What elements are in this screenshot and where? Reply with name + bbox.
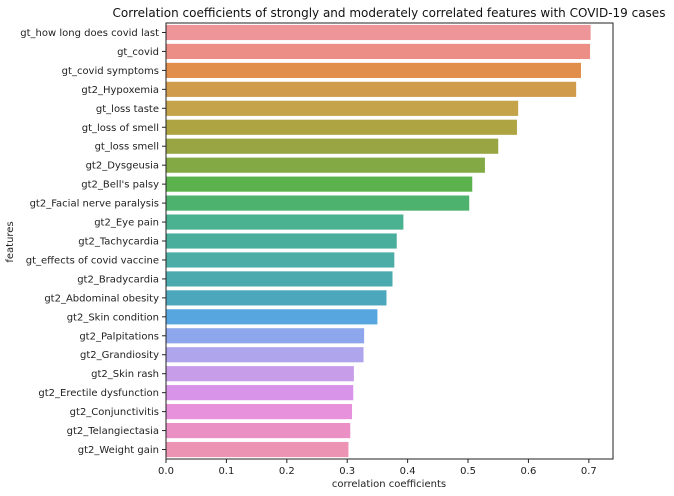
bar-1 [166, 43, 591, 60]
y-tick-label-4: gt_loss taste [96, 104, 159, 115]
x-tick-label-5: 0.5 [460, 466, 476, 477]
y-tick-label-6: gt_loss smell [95, 142, 159, 153]
y-tick-label-2: gt_covid symptoms [62, 66, 159, 77]
y-tick-label-8: gt2_Bell's palsy [81, 180, 159, 191]
y-tick-label-12: gt_effects of covid vaccine [26, 255, 159, 266]
x-tick-label-7: 0.7 [581, 466, 597, 477]
bar-19 [166, 385, 354, 401]
bar-9 [166, 195, 470, 211]
chart-title: Correlation coefficients of strongly and… [113, 6, 666, 20]
y-tick-label-10: gt2_Eye pain [94, 218, 159, 229]
x-tick-label-0: 0.0 [158, 466, 174, 477]
bar-3 [166, 81, 577, 97]
y-axis-title: features [5, 221, 16, 262]
bar-13 [166, 271, 393, 287]
y-tick-label-20: gt2_Conjunctivitis [70, 407, 159, 418]
x-tick-label-6: 0.6 [520, 466, 536, 477]
bar-17 [166, 347, 364, 363]
x-axis-title: correlation coefficients [332, 479, 446, 490]
bar-20 [166, 404, 353, 420]
y-tick-label-0: gt_how long does covid last [20, 28, 159, 39]
plot-frame [165, 22, 614, 460]
y-tick-label-17: gt2_Grandiosity [80, 350, 159, 361]
bar-6 [166, 138, 499, 154]
bar-10 [166, 214, 404, 230]
y-tick-label-13: gt2_Bradycardia [77, 274, 159, 285]
y-tick-label-3: gt2_Hypoxemia [81, 85, 159, 96]
y-tick-label-7: gt2_Dysgeusia [86, 161, 159, 172]
x-tick-label-3: 0.3 [339, 466, 355, 477]
bar-14 [166, 290, 387, 306]
bar-11 [166, 233, 397, 249]
y-tick-label-16: gt2_Palpitations [79, 331, 159, 342]
x-tick-label-1: 0.1 [218, 466, 234, 477]
bar-22 [166, 441, 349, 458]
bar-16 [166, 328, 365, 344]
bar-2 [166, 62, 581, 78]
bar-18 [166, 366, 354, 382]
x-tick-label-4: 0.4 [400, 466, 416, 477]
bar-8 [166, 176, 473, 192]
y-tick-label-5: gt_loss of smell [82, 123, 159, 134]
y-tick-label-19: gt2_Erectile dysfunction [38, 388, 159, 399]
y-tick-label-1: gt_covid [117, 47, 159, 58]
bar-0 [166, 24, 591, 41]
bar-7 [166, 157, 485, 173]
bar-12 [166, 252, 395, 268]
y-tick-label-22: gt2_Weight gain [78, 445, 159, 456]
bar-5 [166, 119, 517, 135]
y-tick-labels: gt_how long does covid last gt_covid gt_co… [20, 28, 166, 456]
y-tick-label-21: gt2_Telangiectasia [67, 426, 159, 437]
y-tick-label-9: gt2_Facial nerve paralysis [30, 199, 159, 210]
y-tick-label-18: gt2_Skin rash [91, 369, 159, 380]
bar-15 [166, 309, 378, 325]
bar-21 [166, 422, 351, 439]
bars-group [166, 24, 591, 458]
y-tick-label-11: gt2_Tachycardia [78, 237, 159, 248]
x-ticks: 0.0 0.1 0.2 0.3 0.4 0.5 0.6 0.7 [158, 459, 597, 477]
x-tick-label-2: 0.2 [279, 466, 295, 477]
y-tick-label-15: gt2_Skin condition [67, 312, 159, 323]
bar-4 [166, 100, 519, 116]
y-tick-label-14: gt2_Abdominal obesity [44, 293, 159, 304]
